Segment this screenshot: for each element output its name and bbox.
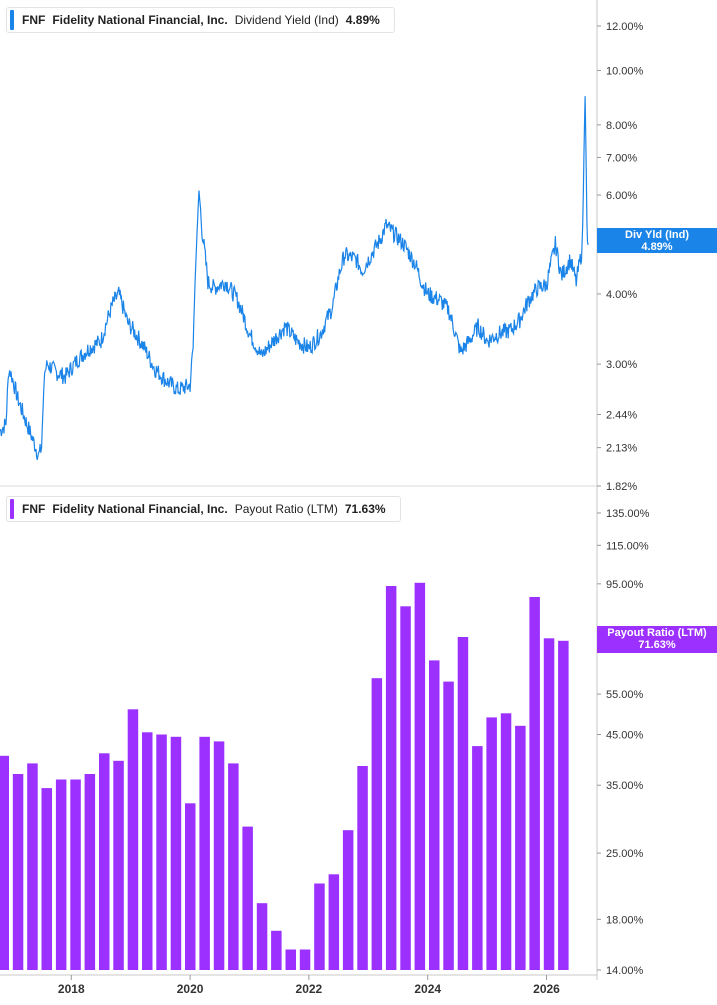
x-tick-label: 2020 — [177, 982, 204, 996]
payout-axis-tick-label: 95.00% — [606, 579, 644, 591]
payout-bar — [285, 949, 296, 970]
yield-axis-tick-label: 4.00% — [606, 289, 637, 301]
yield-axis-tick-label: 10.00% — [606, 65, 644, 77]
axes: 12.00% 10.00% 8.00% 7.00% 6.00% 4.00% 3.00% 2.4… — [0, 0, 650, 996]
payout-bar — [242, 826, 253, 970]
payout-bar — [529, 597, 540, 970]
payout-bar — [443, 681, 454, 970]
payout-axis-tick-label: 55.00% — [606, 689, 644, 701]
payout-bar — [185, 803, 196, 970]
x-tick-label: 2024 — [414, 982, 441, 996]
payout-bar — [156, 734, 167, 970]
tag-label: Payout Ratio (LTM) — [607, 627, 707, 639]
payout-value-tag: Payout Ratio (LTM) 71.63% — [597, 626, 717, 653]
payout-axis-tick-label: 25.00% — [606, 848, 644, 860]
payout-bar — [84, 774, 96, 970]
payout-bar — [400, 606, 411, 970]
payout-axis-tick-label: 45.00% — [606, 730, 644, 742]
yield-axis-tick-label: 2.13% — [606, 443, 637, 455]
payout-bar — [199, 736, 210, 970]
payout-bar — [357, 766, 368, 970]
dividend-yield-chart — [0, 96, 589, 460]
legend-ticker: FNF — [22, 502, 46, 516]
yield-swatch — [10, 10, 14, 30]
tag-value: 4.89% — [641, 241, 673, 253]
x-tick-label: 2018 — [58, 982, 85, 996]
payout-bar — [12, 774, 24, 970]
payout-axis-tick-label: 35.00% — [606, 780, 644, 792]
payout-bar — [256, 903, 268, 970]
legend-metric: Dividend Yield (Ind) — [234, 13, 339, 27]
yield-value-tag: Div Yld (Ind) 4.89% — [597, 228, 717, 253]
payout-bar — [27, 763, 38, 970]
payout-axis-tick-label: 18.00% — [606, 914, 644, 926]
payout-axis-tick-label: 14.00% — [606, 965, 644, 977]
payout-bar — [299, 949, 311, 970]
payout-bar — [414, 582, 426, 970]
legend-metric: Payout Ratio (LTM) — [234, 502, 338, 516]
yield-axis-tick-label: 6.00% — [606, 190, 637, 202]
yield-axis-tick-label: 3.00% — [606, 359, 637, 371]
yield-axis-tick-label: 7.00% — [606, 152, 637, 164]
payout-bar — [271, 930, 282, 970]
tag-label: Div Yld (Ind) — [625, 229, 689, 241]
x-tick-label: 2026 — [533, 982, 560, 996]
payout-bar — [142, 732, 153, 970]
payout-ratio-chart — [0, 582, 569, 970]
payout-bar — [99, 753, 110, 970]
payout-bar — [328, 874, 340, 970]
yield-axis-tick-label: 8.00% — [606, 120, 637, 132]
tag-value: 71.63% — [638, 639, 676, 651]
legend-company: Fidelity National Financial, Inc. — [52, 13, 228, 27]
payout-bar — [457, 637, 469, 970]
payout-bar — [558, 640, 569, 970]
payout-bar — [472, 746, 483, 970]
yield-axis-tick-label: 1.82% — [606, 481, 637, 493]
payout-bar — [486, 717, 497, 970]
x-tick-label: 2022 — [296, 982, 323, 996]
payout-bar — [113, 760, 124, 970]
payout-bar — [41, 788, 52, 970]
yield-axis-tick-label: 12.00% — [606, 21, 644, 33]
payout-swatch — [10, 499, 14, 519]
dividend-yield-line — [0, 96, 589, 460]
top-legend: FNF Fidelity National Financial, Inc. Di… — [6, 7, 395, 33]
payout-bar — [371, 678, 383, 970]
yield-axis-tick-label: 2.44% — [606, 409, 637, 421]
payout-bar — [543, 638, 555, 970]
payout-bar — [213, 741, 225, 970]
payout-bar — [170, 736, 182, 970]
legend-ticker: FNF — [22, 13, 46, 27]
payout-bar — [228, 763, 239, 970]
payout-bar — [0, 755, 9, 970]
legend-value: 71.63% — [344, 502, 386, 516]
payout-bar — [500, 713, 512, 970]
payout-bar — [55, 779, 67, 970]
payout-axis-tick-label: 115.00% — [606, 540, 649, 552]
payout-bar — [385, 586, 397, 970]
payout-bar — [429, 660, 440, 970]
payout-bar — [127, 709, 139, 970]
legend-value: 4.89% — [345, 13, 380, 27]
payout-axis-tick-label: 135.00% — [606, 508, 650, 520]
legend-company: Fidelity National Financial, Inc. — [52, 502, 228, 516]
payout-bar — [314, 883, 325, 970]
bottom-legend: FNF Fidelity National Financial, Inc. Pa… — [6, 496, 401, 522]
payout-bar — [342, 830, 354, 970]
payout-bar — [515, 725, 526, 970]
payout-bar — [70, 779, 81, 970]
